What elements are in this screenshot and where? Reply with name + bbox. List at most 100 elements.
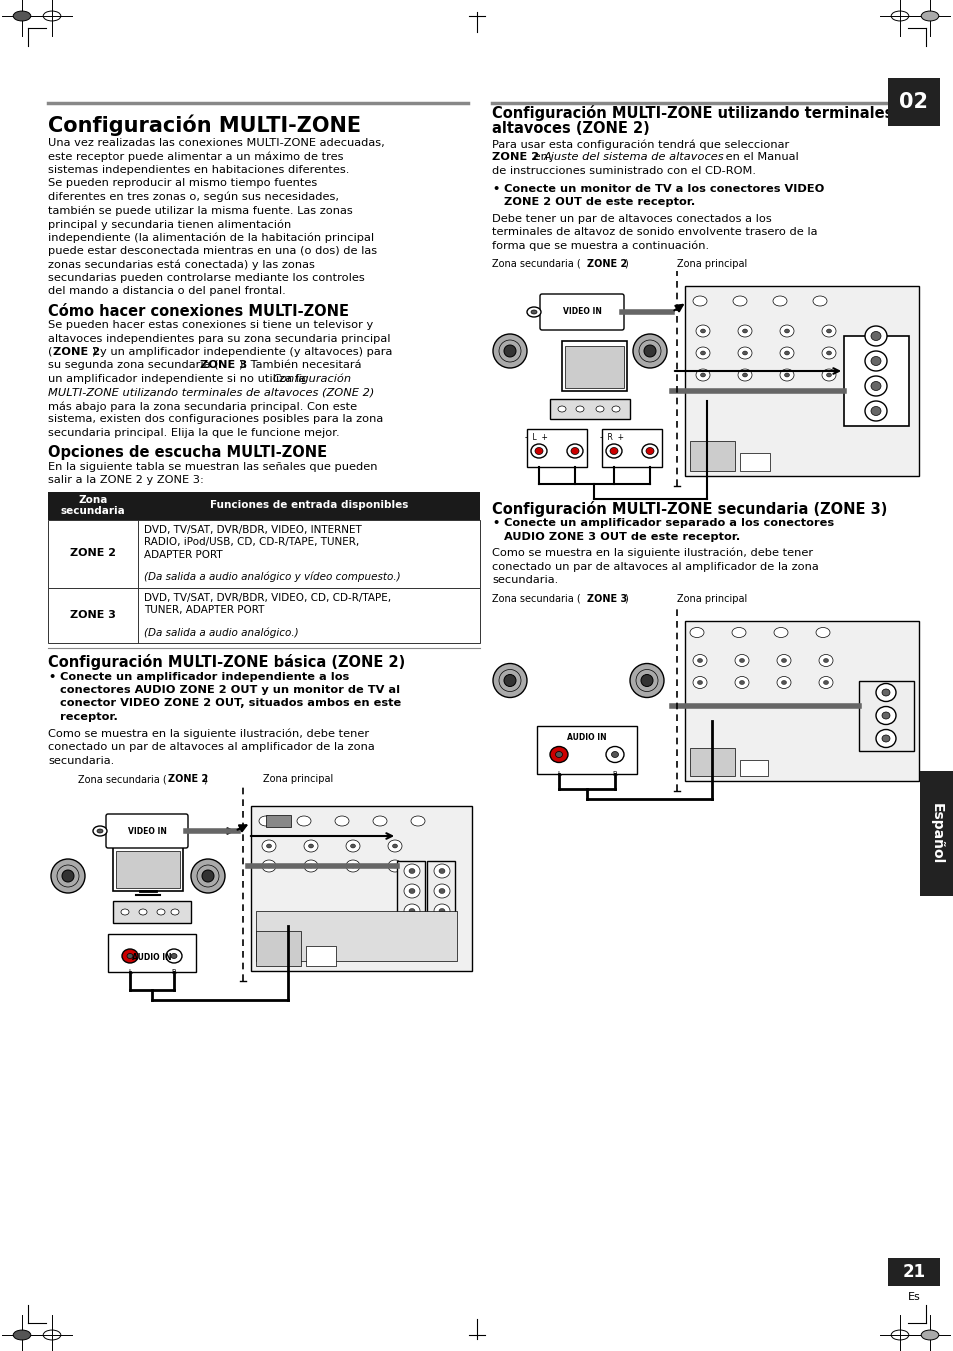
Text: DVD, TV/SAT, DVR/BDR, VIDEO, CD, CD-R/TAPE,
TUNER, ADAPTER PORT: DVD, TV/SAT, DVR/BDR, VIDEO, CD, CD-R/TA… bbox=[144, 593, 391, 615]
Ellipse shape bbox=[818, 654, 832, 666]
Ellipse shape bbox=[576, 407, 583, 412]
Ellipse shape bbox=[438, 889, 444, 893]
Ellipse shape bbox=[346, 840, 359, 852]
Text: MULTI-ZONE utilizando terminales de altavoces (ZONE 2): MULTI-ZONE utilizando terminales de alta… bbox=[48, 388, 374, 397]
Text: de instrucciones suministrado con el CD-ROM.: de instrucciones suministrado con el CD-… bbox=[492, 166, 755, 176]
Ellipse shape bbox=[97, 830, 103, 834]
Ellipse shape bbox=[732, 296, 746, 305]
Ellipse shape bbox=[304, 840, 317, 852]
Bar bbox=[684, 286, 918, 476]
Ellipse shape bbox=[605, 747, 623, 762]
Ellipse shape bbox=[700, 330, 705, 332]
Text: 21: 21 bbox=[902, 1263, 924, 1281]
Text: R: R bbox=[612, 770, 617, 777]
Ellipse shape bbox=[641, 444, 658, 458]
Bar bbox=[396, 861, 424, 942]
Text: Configuración MULTI-ZONE: Configuración MULTI-ZONE bbox=[48, 115, 361, 136]
Text: Cómo hacer conexiones MULTI-ZONE: Cómo hacer conexiones MULTI-ZONE bbox=[48, 304, 349, 319]
Ellipse shape bbox=[821, 326, 835, 336]
Ellipse shape bbox=[739, 681, 743, 685]
Text: sistema, existen dos configuraciones posibles para la zona: sistema, existen dos configuraciones pos… bbox=[48, 415, 383, 424]
Ellipse shape bbox=[738, 326, 751, 336]
Ellipse shape bbox=[822, 681, 827, 685]
Text: Como se muestra en la siguiente ilustración, debe tener: Como se muestra en la siguiente ilustrac… bbox=[48, 728, 369, 739]
Ellipse shape bbox=[864, 376, 886, 396]
Text: zonas secundarias está conectada) y las zonas: zonas secundarias está conectada) y las … bbox=[48, 259, 314, 270]
Ellipse shape bbox=[392, 844, 397, 848]
Ellipse shape bbox=[409, 889, 415, 893]
Ellipse shape bbox=[734, 654, 748, 666]
Text: VIDEO IN: VIDEO IN bbox=[562, 308, 600, 316]
Text: -  L  +: - L + bbox=[524, 434, 547, 442]
Ellipse shape bbox=[689, 627, 703, 638]
Ellipse shape bbox=[776, 677, 790, 689]
Text: del mando a distancia o del panel frontal.: del mando a distancia o del panel fronta… bbox=[48, 286, 286, 296]
Ellipse shape bbox=[202, 870, 213, 882]
Ellipse shape bbox=[346, 861, 359, 871]
Ellipse shape bbox=[772, 296, 786, 305]
Ellipse shape bbox=[692, 296, 706, 305]
Text: Una vez realizadas las conexiones MULTI-ZONE adecuadas,: Una vez realizadas las conexiones MULTI-… bbox=[48, 138, 384, 149]
Ellipse shape bbox=[821, 369, 835, 381]
Text: ) y un amplificador independiente (y altavoces) para: ) y un amplificador independiente (y alt… bbox=[91, 347, 392, 357]
Ellipse shape bbox=[51, 859, 85, 893]
Text: altavoces independientes para su zona secundaria principal: altavoces independientes para su zona se… bbox=[48, 334, 390, 343]
Text: en el Manual: en el Manual bbox=[721, 153, 798, 162]
Ellipse shape bbox=[434, 904, 450, 917]
Ellipse shape bbox=[258, 816, 273, 825]
Bar bbox=[255, 931, 301, 966]
Text: conector VIDEO ZONE 2 OUT, situados ambos en este: conector VIDEO ZONE 2 OUT, situados ambo… bbox=[60, 698, 401, 708]
Text: Configuración MULTI-ZONE básica (ZONE 2): Configuración MULTI-ZONE básica (ZONE 2) bbox=[48, 654, 405, 670]
Ellipse shape bbox=[262, 861, 275, 871]
Text: conectado un par de altavoces al amplificador de la zona: conectado un par de altavoces al amplifi… bbox=[492, 562, 818, 571]
Ellipse shape bbox=[825, 373, 831, 377]
Ellipse shape bbox=[62, 870, 74, 882]
Text: conectado un par de altavoces al amplificador de la zona: conectado un par de altavoces al amplifi… bbox=[48, 742, 375, 753]
Text: ZONE 2: ZONE 2 bbox=[492, 153, 538, 162]
Ellipse shape bbox=[731, 627, 745, 638]
Text: secundarias pueden controlarse mediante los controles: secundarias pueden controlarse mediante … bbox=[48, 273, 364, 282]
Ellipse shape bbox=[697, 681, 701, 685]
Text: L: L bbox=[128, 969, 132, 975]
Ellipse shape bbox=[692, 677, 706, 689]
Text: ): ) bbox=[623, 259, 627, 269]
Text: VIDEO IN: VIDEO IN bbox=[128, 827, 166, 835]
Text: ZONE 3: ZONE 3 bbox=[200, 361, 247, 370]
Text: Zona principal: Zona principal bbox=[677, 259, 746, 269]
Ellipse shape bbox=[870, 357, 880, 366]
Ellipse shape bbox=[535, 447, 542, 454]
Ellipse shape bbox=[13, 11, 30, 22]
Ellipse shape bbox=[566, 444, 582, 458]
Bar bbox=[601, 430, 661, 467]
Ellipse shape bbox=[700, 373, 705, 377]
Ellipse shape bbox=[262, 840, 275, 852]
Text: ZONE 3: ZONE 3 bbox=[586, 593, 626, 604]
Ellipse shape bbox=[550, 747, 567, 762]
Bar bbox=[112, 846, 183, 892]
Text: AUDIO IN: AUDIO IN bbox=[132, 952, 172, 962]
Ellipse shape bbox=[555, 751, 562, 758]
Text: Conecte un amplificador separado a los conectores: Conecte un amplificador separado a los c… bbox=[503, 517, 833, 528]
Ellipse shape bbox=[875, 730, 895, 747]
Bar bbox=[843, 336, 908, 426]
Text: Funciones de entrada disponibles: Funciones de entrada disponibles bbox=[210, 500, 408, 511]
Ellipse shape bbox=[304, 861, 317, 871]
Ellipse shape bbox=[503, 674, 516, 686]
Text: salir a la ZONE 2 y ZONE 3:: salir a la ZONE 2 y ZONE 3: bbox=[48, 476, 204, 485]
Bar bbox=[116, 851, 180, 888]
Text: •: • bbox=[48, 671, 55, 681]
Ellipse shape bbox=[335, 816, 349, 825]
Ellipse shape bbox=[643, 345, 656, 357]
Ellipse shape bbox=[266, 865, 272, 867]
Ellipse shape bbox=[780, 326, 793, 336]
Ellipse shape bbox=[864, 326, 886, 346]
Text: puede estar desconectada mientras en una (o dos) de las: puede estar desconectada mientras en una… bbox=[48, 246, 376, 255]
Ellipse shape bbox=[596, 407, 603, 412]
Text: más abajo para la zona secundaria principal. Con este: más abajo para la zona secundaria princi… bbox=[48, 401, 356, 412]
Text: Configuración MULTI-ZONE secundaria (ZONE 3): Configuración MULTI-ZONE secundaria (ZON… bbox=[492, 501, 886, 517]
Text: ZONE 2: ZONE 2 bbox=[53, 347, 100, 357]
Text: Zona principal: Zona principal bbox=[263, 774, 333, 784]
Ellipse shape bbox=[434, 865, 450, 878]
Text: Zona
secundaria: Zona secundaria bbox=[61, 494, 125, 516]
Text: ): ) bbox=[203, 774, 207, 784]
